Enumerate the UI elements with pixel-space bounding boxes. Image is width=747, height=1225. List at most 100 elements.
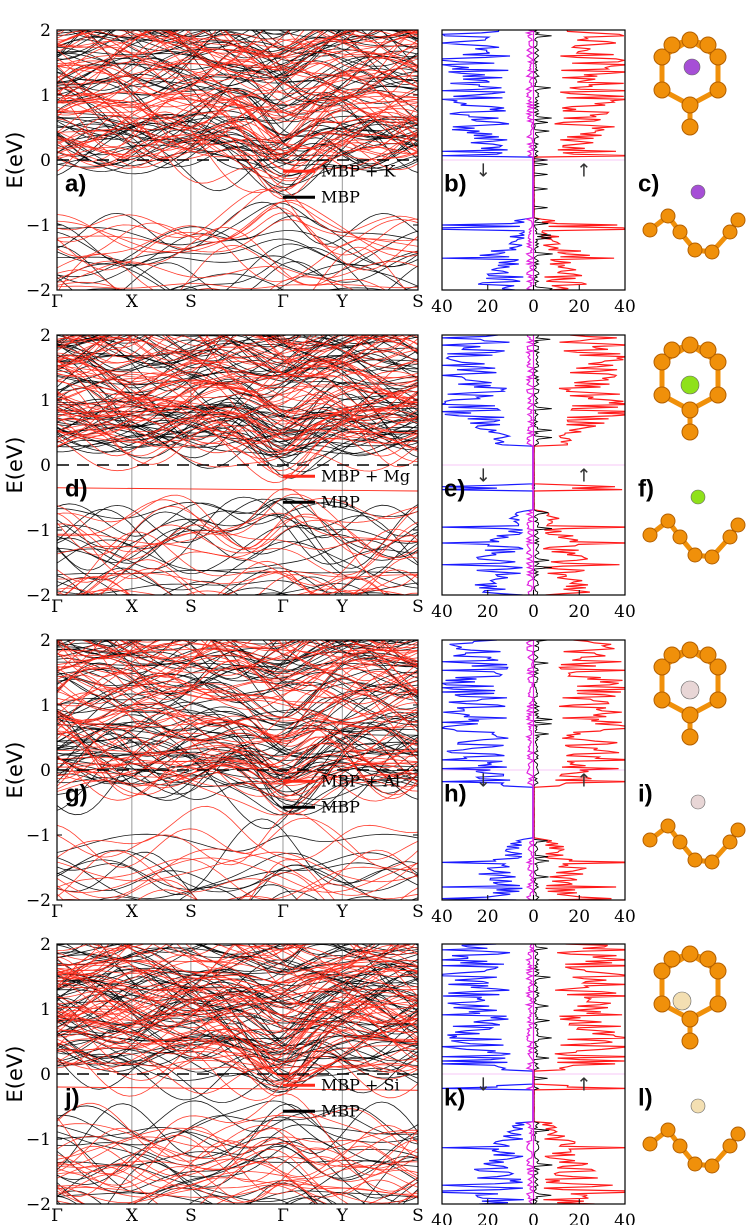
k-point-label: Γ	[277, 597, 289, 617]
band-line	[57, 848, 418, 899]
k-point-label: Γ	[51, 597, 63, 617]
host-atom	[653, 691, 671, 709]
host-atom	[730, 1126, 746, 1142]
band-line	[57, 130, 418, 171]
band-line	[57, 755, 418, 802]
host-atom	[653, 658, 671, 676]
y-tick-label: −1	[26, 216, 51, 236]
band-line	[97, 335, 390, 339]
band-line	[57, 1038, 418, 1080]
dopant-atom	[683, 58, 701, 76]
band-line	[57, 1007, 418, 1052]
band-lines	[57, 640, 418, 920]
band-line	[85, 640, 359, 643]
band-line	[57, 746, 418, 797]
band-line	[57, 956, 418, 1016]
k-point-label: S	[412, 1206, 424, 1225]
band-line	[142, 30, 418, 51]
band-line	[57, 911, 418, 920]
band-line	[78, 30, 418, 59]
band-line	[87, 335, 411, 358]
y-tick-label: −2	[26, 1195, 51, 1215]
band-line	[57, 985, 418, 1028]
band-line	[57, 994, 418, 1071]
band-line	[57, 818, 418, 896]
band-line	[57, 1145, 418, 1188]
host-atom	[730, 212, 746, 228]
band-line	[57, 335, 366, 353]
band-line	[57, 89, 418, 115]
band-line	[57, 664, 418, 701]
band-line	[96, 944, 400, 959]
band-line	[57, 283, 418, 289]
band-line	[57, 226, 418, 286]
band-line	[57, 683, 418, 725]
band-line	[57, 39, 418, 84]
host-atom	[660, 513, 676, 529]
band-line	[57, 1048, 418, 1073]
host-atom	[681, 706, 699, 724]
legend-label-pristine: MBP	[321, 187, 360, 206]
band-line	[57, 718, 418, 783]
band-line	[57, 763, 418, 816]
band-line	[57, 658, 418, 718]
panel-label: h)	[444, 780, 467, 807]
band-line	[57, 33, 418, 71]
band-line	[57, 113, 418, 161]
host-atom	[704, 549, 720, 565]
band-line	[57, 1102, 418, 1159]
y-axis-label: E(eV)	[3, 742, 27, 799]
panel-label: e)	[444, 475, 465, 502]
spin-up-arrow: ↑	[576, 1074, 591, 1095]
band-line	[57, 661, 418, 673]
host-atom	[687, 1156, 703, 1172]
band-line	[57, 50, 418, 102]
band-line	[57, 410, 418, 484]
x-tick-label: 40	[614, 1211, 636, 1225]
band-line	[57, 513, 418, 581]
band-line	[57, 851, 418, 883]
band-line	[57, 132, 418, 172]
band-line	[57, 521, 418, 583]
band-line	[97, 896, 389, 900]
y-tick-label: −2	[26, 586, 51, 606]
band-line	[57, 1127, 418, 1160]
band-line	[57, 944, 418, 984]
band-line	[57, 660, 418, 706]
band-line	[57, 912, 418, 940]
band-line	[204, 335, 302, 365]
band-line	[57, 80, 418, 106]
band-line	[65, 576, 386, 595]
atomic-structure-3: i)	[638, 641, 746, 870]
host-atom	[660, 1122, 676, 1138]
band-line	[57, 1182, 418, 1204]
band-line	[57, 747, 418, 769]
spin-down-arrow: ↓	[476, 160, 491, 181]
band-line	[57, 103, 418, 189]
k-point-label: S	[185, 292, 197, 312]
dopant-atom	[680, 680, 700, 700]
band-line	[57, 263, 409, 290]
band-line	[57, 851, 418, 900]
band-line	[88, 944, 417, 960]
band-line	[57, 396, 418, 473]
band-line	[57, 1124, 418, 1173]
band-line	[57, 201, 418, 253]
x-tick-label: 20	[477, 1211, 499, 1225]
band-line	[57, 717, 418, 738]
band-line	[57, 419, 418, 464]
band-line	[178, 886, 241, 900]
panel-label: j)	[64, 1084, 80, 1111]
band-line	[57, 371, 418, 452]
host-atom	[687, 852, 703, 868]
host-atom	[653, 995, 671, 1013]
x-tick-label: 20	[477, 907, 499, 927]
band-line	[57, 728, 418, 784]
band-line	[95, 30, 414, 38]
band-line	[57, 675, 418, 705]
band-line	[57, 417, 418, 460]
band-line	[57, 46, 418, 103]
band-line	[57, 1052, 418, 1095]
band-lines	[57, 912, 418, 1204]
host-atom	[709, 691, 727, 709]
